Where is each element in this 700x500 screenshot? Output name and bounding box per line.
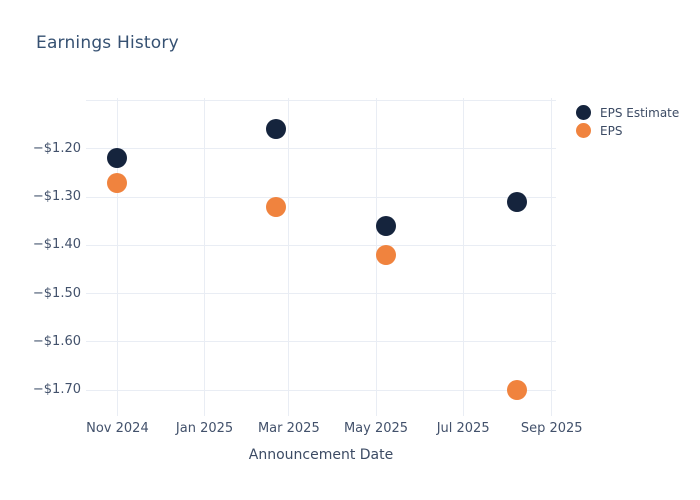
y-gridline (86, 293, 556, 295)
y-gridline (86, 389, 556, 391)
data-point-eps-estimate[interactable] (266, 119, 286, 140)
x-tick-label: Jan 2025 (175, 421, 234, 436)
data-point-eps[interactable] (376, 245, 396, 265)
legend-item-eps-estimate[interactable]: EPS Estimate (576, 105, 679, 120)
x-gridline (462, 98, 464, 416)
x-gridline (204, 98, 206, 416)
legend: EPS Estimate EPS (576, 105, 679, 138)
y-gridline (86, 196, 556, 198)
x-gridline (288, 98, 290, 416)
x-tick-label: Jul 2025 (436, 421, 490, 436)
y-tick-label: −$1.70 (32, 382, 81, 398)
x-tick-label: Mar 2025 (257, 421, 320, 436)
x-gridline (551, 98, 553, 416)
x-tick-label: May 2025 (343, 421, 409, 436)
data-point-eps[interactable] (266, 196, 286, 217)
y-tick-label: −$1.50 (32, 285, 81, 301)
chart-title: Earnings History (36, 33, 179, 53)
x-tick-label: Sep 2025 (520, 421, 583, 436)
legend-label-eps-estimate: EPS Estimate (600, 105, 680, 120)
y-tick-label: −$1.40 (32, 237, 81, 253)
y-tick-label: −$1.20 (32, 140, 81, 156)
data-point-eps[interactable] (507, 380, 528, 401)
data-point-eps-estimate[interactable] (376, 216, 396, 236)
eps-marker-icon (576, 123, 591, 138)
y-gridline (86, 341, 556, 343)
legend-item-eps[interactable]: EPS (576, 123, 679, 138)
y-tick-label: −$1.30 (32, 189, 81, 205)
data-point-eps-estimate[interactable] (107, 148, 128, 169)
legend-label-eps: EPS (600, 123, 623, 138)
x-axis-title: Announcement Date (248, 447, 394, 463)
y-tick-label: −$1.60 (32, 333, 81, 349)
x-tick-label: Nov 2024 (86, 421, 149, 436)
y-gridline (86, 148, 556, 150)
data-point-eps[interactable] (107, 172, 128, 193)
eps-estimate-marker-icon (576, 105, 591, 120)
y-gridline (86, 244, 556, 246)
data-point-eps-estimate[interactable] (507, 191, 528, 212)
x-gridline (116, 98, 118, 416)
y-gridline (86, 99, 556, 101)
